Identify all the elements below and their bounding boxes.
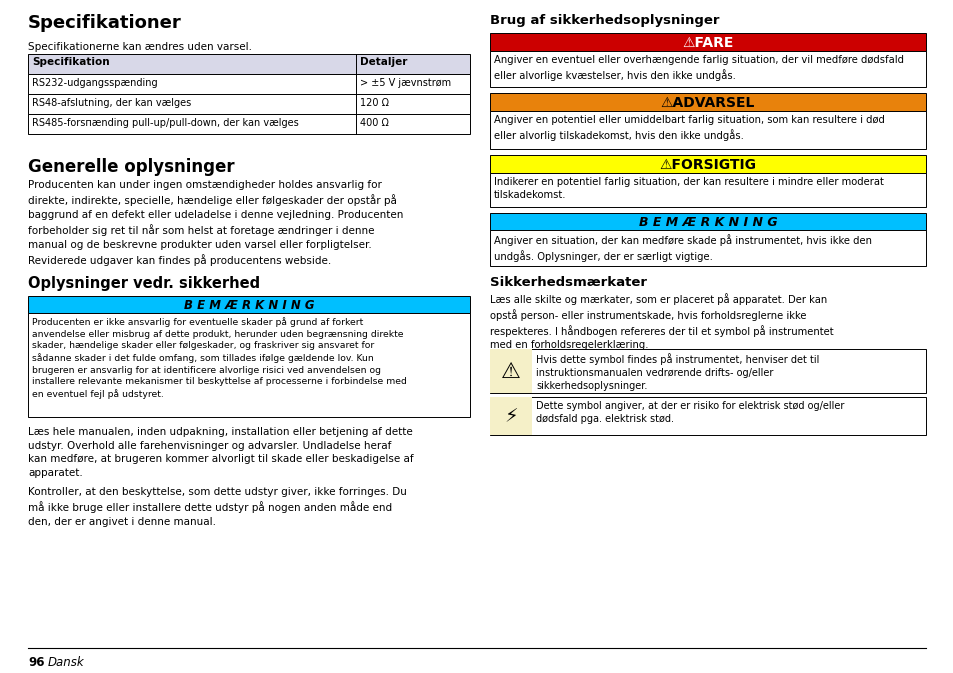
- Bar: [490, 230, 925, 266]
- Bar: [490, 93, 925, 111]
- Bar: [490, 173, 925, 207]
- Text: ⚠ADVARSEL: ⚠ADVARSEL: [660, 96, 755, 110]
- Text: > ±5 V jævnstrøm: > ±5 V jævnstrøm: [359, 78, 451, 88]
- Text: Dansk: Dansk: [48, 656, 85, 669]
- Text: Angiver en potentiel eller umiddelbart farlig situation, som kan resultere i død: Angiver en potentiel eller umiddelbart f…: [494, 115, 884, 141]
- Bar: [490, 349, 532, 393]
- Text: Hvis dette symbol findes på instrumentet, henviser det til
instruktionsmanualen : Hvis dette symbol findes på instrumentet…: [536, 353, 819, 391]
- Text: ⚠FORSIGTIG: ⚠FORSIGTIG: [659, 158, 756, 172]
- Text: Specifikationer: Specifikationer: [28, 14, 182, 32]
- Bar: [490, 397, 532, 435]
- Text: Producenten er ikke ansvarlig for eventuelle skader på grund af forkert
anvendel: Producenten er ikke ansvarlig for eventu…: [32, 317, 406, 399]
- Bar: [28, 74, 470, 94]
- Bar: [28, 296, 470, 313]
- Text: Angiver en eventuel eller overhængende farlig situation, der vil medføre dødsfal: Angiver en eventuel eller overhængende f…: [494, 55, 903, 81]
- Text: Generelle oplysninger: Generelle oplysninger: [28, 158, 234, 176]
- Text: Specifikationerne kan ændres uden varsel.: Specifikationerne kan ændres uden varsel…: [28, 42, 252, 52]
- Bar: [28, 313, 470, 417]
- Bar: [490, 397, 925, 435]
- Text: Kontroller, at den beskyttelse, som dette udstyr giver, ikke forringes. Du
må ik: Kontroller, at den beskyttelse, som dett…: [28, 487, 406, 527]
- Text: ⚠FARE: ⚠FARE: [681, 36, 733, 50]
- Text: RS232-udgangsspænding: RS232-udgangsspænding: [32, 78, 157, 88]
- Text: RS48-afslutning, der kan vælges: RS48-afslutning, der kan vælges: [32, 98, 191, 108]
- Text: Angiver en situation, der kan medføre skade på instrumentet, hvis ikke den
undgå: Angiver en situation, der kan medføre sk…: [494, 234, 871, 262]
- Bar: [28, 114, 470, 134]
- Text: Producenten kan under ingen omstændigheder holdes ansvarlig for
direkte, indirek: Producenten kan under ingen omstændighed…: [28, 180, 403, 267]
- Text: Læs hele manualen, inden udpakning, installation eller betjening af dette
udstyr: Læs hele manualen, inden udpakning, inst…: [28, 427, 414, 478]
- Text: 120 Ω: 120 Ω: [359, 98, 389, 108]
- Text: Brug af sikkerhedsoplysninger: Brug af sikkerhedsoplysninger: [490, 14, 719, 27]
- Text: Oplysninger vedr. sikkerhed: Oplysninger vedr. sikkerhed: [28, 276, 260, 291]
- Text: Detaljer: Detaljer: [359, 57, 407, 67]
- Text: Dette symbol angiver, at der er risiko for elektrisk stød og/eller
dødsfald pga.: Dette symbol angiver, at der er risiko f…: [536, 401, 843, 424]
- Bar: [490, 33, 925, 51]
- Text: RS485-forsпænding pull-up/pull-down, der kan vælges: RS485-forsпænding pull-up/pull-down, der…: [32, 118, 298, 128]
- Text: Læs alle skilte og mærkater, som er placeret på apparatet. Der kan
opstå person-: Læs alle skilte og mærkater, som er plac…: [490, 293, 833, 351]
- Bar: [28, 54, 470, 74]
- Bar: [28, 94, 470, 114]
- Bar: [490, 349, 925, 393]
- Bar: [490, 213, 925, 230]
- Text: B E M Æ R K N I N G: B E M Æ R K N I N G: [638, 216, 777, 229]
- Bar: [490, 51, 925, 87]
- Text: Specifikation: Specifikation: [32, 57, 110, 67]
- Text: ⚡: ⚡: [503, 407, 517, 427]
- Text: B E M Æ R K N I N G: B E M Æ R K N I N G: [184, 299, 314, 312]
- Text: 96: 96: [28, 656, 45, 669]
- Bar: [490, 111, 925, 149]
- Text: 400 Ω: 400 Ω: [359, 118, 389, 128]
- Text: Indikerer en potentiel farlig situation, der kan resultere i mindre eller modera: Indikerer en potentiel farlig situation,…: [494, 177, 882, 200]
- Bar: [490, 155, 925, 173]
- Text: Sikkerhedsmærkater: Sikkerhedsmærkater: [490, 276, 646, 289]
- Text: ⚠: ⚠: [500, 362, 520, 382]
